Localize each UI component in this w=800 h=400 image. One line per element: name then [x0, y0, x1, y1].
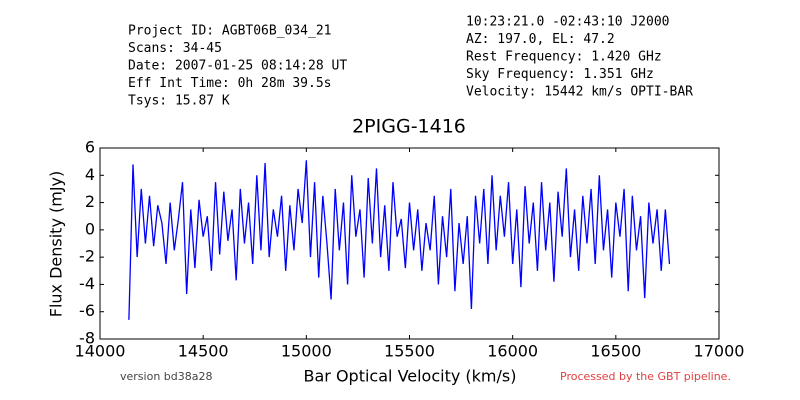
x-tick-label: 16000 [487, 342, 538, 361]
y-tick-label: -4 [79, 274, 95, 293]
y-tick-label: 4 [85, 165, 95, 184]
y-tick-label: 0 [85, 219, 95, 238]
header-line: Rest Frequency: 1.420 GHz [466, 50, 662, 65]
x-tick-label: 16500 [590, 342, 641, 361]
header-line: Sky Frequency: 1.351 GHz [466, 67, 654, 82]
header-line: AZ: 197.0, EL: 47.2 [466, 32, 615, 47]
y-tick-label: -6 [79, 301, 95, 320]
x-axis-label: Bar Optical Velocity (km/s) [304, 367, 517, 386]
header-line: Date: 2007-01-25 08:14:28 UT [128, 59, 347, 74]
x-tick-label: 14500 [178, 342, 229, 361]
x-tick-label: 17000 [694, 342, 745, 361]
header-line: Scans: 34-45 [128, 41, 222, 56]
chart-title: 2PIGG-1416 [352, 116, 466, 138]
header-line: Eff Int Time: 0h 28m 39.5s [128, 76, 332, 91]
x-tick-label: 15500 [384, 342, 435, 361]
y-tick-label: 2 [85, 192, 95, 211]
footer-pipeline: Processed by the GBT pipeline. [560, 370, 731, 383]
x-tick-label: 14000 [75, 342, 126, 361]
footer-version: version bd38a28 [120, 370, 213, 383]
x-tick-label: 15000 [281, 342, 332, 361]
header-line: Tsys: 15.87 K [128, 94, 230, 109]
spectrum-line [128, 160, 671, 320]
header-line: Velocity: 15442 km/s OPTI-BAR [466, 85, 693, 100]
y-tick-label: -8 [79, 329, 95, 348]
y-tick-label: 6 [85, 138, 95, 157]
header-line: Project ID: AGBT06B_034_21 [128, 24, 332, 39]
y-axis-label: Flux Density (mJy) [47, 171, 66, 318]
y-tick-label: -2 [79, 247, 95, 266]
header-line: 10:23:21.0 -02:43:10 J2000 [466, 15, 670, 30]
